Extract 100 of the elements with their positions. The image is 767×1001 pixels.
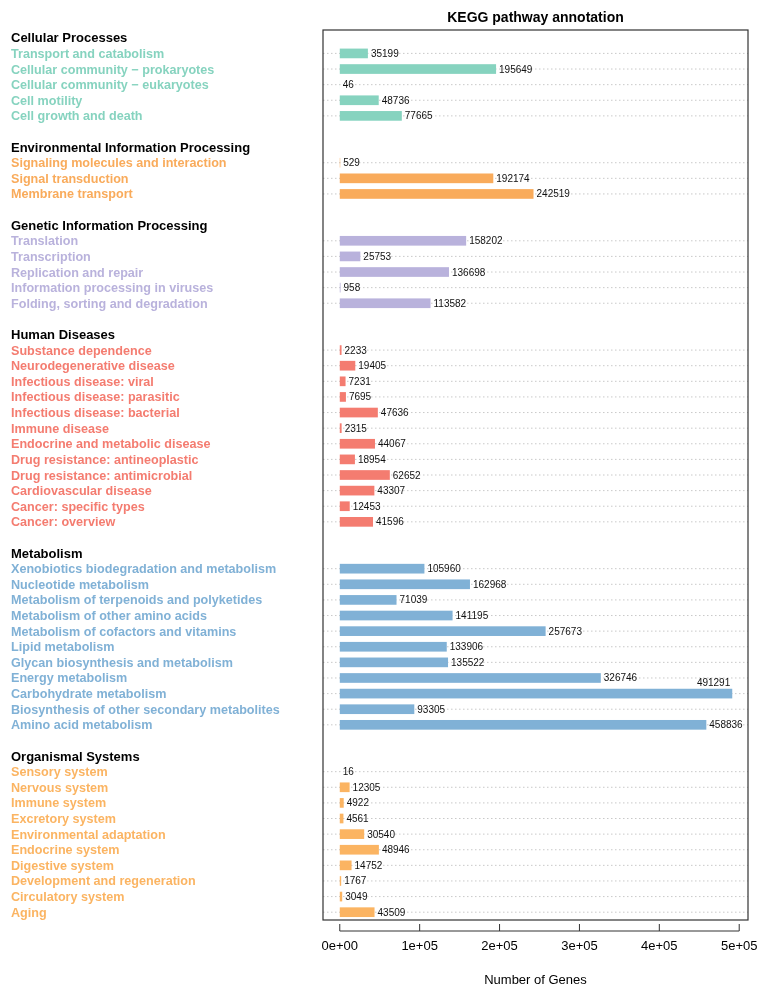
data-label: 133906 <box>449 641 484 653</box>
data-label: 43307 <box>377 485 406 497</box>
data-label: 491291 <box>696 676 731 688</box>
data-label: 141195 <box>455 610 489 622</box>
data-label: 35199 <box>370 47 400 59</box>
data-label: 113582 <box>433 297 467 309</box>
y-tick-label: Excretory system <box>11 812 117 827</box>
bar <box>339 407 378 418</box>
data-label: 48946 <box>381 844 411 856</box>
bar <box>339 626 546 636</box>
y-tick-label: Development and regeneration <box>11 874 196 889</box>
data-label: 195649 <box>499 63 533 75</box>
data-label: 7695 <box>348 391 372 403</box>
data-label: 12305 <box>352 781 381 793</box>
y-tick-label: Cell growth and death <box>11 109 143 124</box>
bar <box>339 251 361 262</box>
data-label: 47636 <box>380 407 410 419</box>
data-label: 136698 <box>451 266 486 278</box>
y-tick-label: Lipid metabolism <box>11 640 115 655</box>
y-tick-label: Information processing in viruses <box>11 281 214 296</box>
y-tick-label: Transport and catabolism <box>11 46 165 61</box>
data-label: 44067 <box>377 438 407 450</box>
data-label: 93305 <box>417 703 446 715</box>
y-tick-label: Biosynthesis of other secondary metabolites <box>11 702 280 717</box>
y-tick-label: Metabolism of terpenoids and polyketides <box>11 593 263 608</box>
y-tick-label: Signaling molecules and interaction <box>11 156 227 171</box>
bar <box>339 688 733 699</box>
y-tick-label: Genetic Information Processing <box>11 217 208 233</box>
y-tick-label: Cancer: specific types <box>11 499 145 514</box>
data-label: 2233 <box>344 344 368 356</box>
y-tick-label: Drug resistance: antimicrobial <box>11 468 193 483</box>
data-label: 77665 <box>404 110 434 122</box>
y-tick-label: Neurodegenerative disease <box>11 359 175 374</box>
y-tick-label: Nervous system <box>11 780 109 795</box>
data-label: 62652 <box>392 469 422 481</box>
y-tick-label: Aging <box>11 905 47 920</box>
y-tick-label: Infectious disease: parasitic <box>11 390 180 405</box>
y-tick-label: Replication and repair <box>11 265 144 280</box>
bar <box>339 95 379 106</box>
y-tick-label: Cellular Processes <box>11 30 128 46</box>
bar <box>339 485 375 496</box>
data-label: 158202 <box>469 235 503 247</box>
bar <box>339 641 447 652</box>
data-label: 46 <box>342 79 355 91</box>
y-tick-label: Cardiovascular disease <box>11 484 152 499</box>
chart-title: KEGG pathway annotation <box>447 9 624 25</box>
y-tick-label: Immune system <box>11 796 107 811</box>
bar <box>339 189 534 199</box>
bar <box>339 470 390 480</box>
bar <box>339 704 415 715</box>
y-tick-label: Substance dependence <box>11 343 152 358</box>
x-tick-label: 5e+05 <box>720 938 758 953</box>
y-tick-label: Nucleotide metabolism <box>11 577 149 592</box>
y-tick-label: Infectious disease: viral <box>11 374 154 389</box>
data-label: 16 <box>342 766 355 778</box>
bar <box>339 360 356 371</box>
bar <box>339 610 453 621</box>
bar <box>339 782 350 793</box>
bar <box>339 298 431 309</box>
bar <box>339 798 344 808</box>
y-tick-label: Folding, sorting and degradation <box>11 296 208 311</box>
data-label: 18954 <box>357 453 387 465</box>
data-label: 958 <box>343 282 361 294</box>
data-label: 1767 <box>344 875 367 887</box>
data-label: 25753 <box>363 250 392 262</box>
data-label: 2315 <box>344 422 368 434</box>
bar <box>339 563 425 574</box>
y-tick-label: Cancer: overview <box>11 515 116 530</box>
y-tick-label: Cell motility <box>11 93 83 108</box>
data-label: 41596 <box>376 516 405 528</box>
bar <box>339 673 601 683</box>
y-tick-label: Infectious disease: bacterial <box>11 406 180 421</box>
y-tick-label: Immune disease <box>11 421 109 436</box>
x-tick-label: 2e+05 <box>481 938 518 953</box>
bar <box>339 111 402 121</box>
bar <box>339 860 352 871</box>
data-label: 12453 <box>352 500 381 512</box>
bar <box>339 501 350 512</box>
data-label: 242519 <box>536 188 571 200</box>
y-tick-label: Amino acid metabolism <box>11 718 153 733</box>
y-tick-label: Carbohydrate metabolism <box>11 687 167 702</box>
data-label: 4922 <box>346 797 370 809</box>
bar <box>339 579 470 590</box>
y-tick-label: Sensory system <box>11 765 108 780</box>
x-tick-label: 0e+00 <box>321 938 359 953</box>
y-tick-label: Metabolism of cofactors and vitamins <box>11 624 237 639</box>
y-tick-label: Cellular community − eukaryotes <box>11 78 209 93</box>
bar <box>339 657 449 668</box>
data-label: 529 <box>343 157 361 169</box>
data-label: 257673 <box>548 625 583 637</box>
data-label: 105960 <box>427 563 462 575</box>
y-tick-label: Endocrine system <box>11 843 120 858</box>
y-tick-label: Xenobiotics biodegradation and metabolism <box>11 562 277 577</box>
y-tick-label: Environmental Information Processing <box>11 139 251 155</box>
bar <box>339 235 467 246</box>
data-label: 3049 <box>345 891 368 903</box>
data-label: 19405 <box>358 360 387 372</box>
bar <box>339 517 374 527</box>
y-tick-label: Circulatory system <box>11 890 125 905</box>
y-tick-label: Environmental adaptation <box>11 827 166 842</box>
